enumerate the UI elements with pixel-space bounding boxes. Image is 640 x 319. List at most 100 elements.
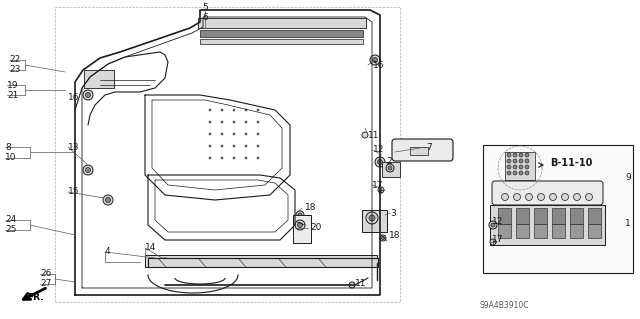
Bar [145,255,377,267]
Text: S9A4B3910C: S9A4B3910C [480,300,529,309]
Circle shape [525,194,532,201]
Text: 19: 19 [7,80,19,90]
Circle shape [83,90,93,100]
Circle shape [507,165,511,169]
Circle shape [380,235,386,241]
Bar [570,224,583,238]
Circle shape [245,133,247,135]
Bar [200,30,363,37]
Circle shape [257,145,259,147]
Text: B-11-10: B-11-10 [550,158,593,168]
Circle shape [378,187,384,193]
Circle shape [513,165,517,169]
Circle shape [550,194,557,201]
Text: 4: 4 [105,248,111,256]
Bar [534,224,547,238]
Circle shape [257,157,259,159]
Circle shape [525,153,529,157]
Text: 27: 27 [40,279,51,288]
Text: FR.: FR. [27,293,44,301]
Circle shape [209,157,211,159]
Text: 6: 6 [202,12,208,21]
Circle shape [221,157,223,159]
Bar [382,162,400,177]
Bar [498,224,511,238]
Bar [198,18,366,28]
Text: 20: 20 [310,224,321,233]
Circle shape [489,221,497,229]
Bar [516,208,529,224]
Circle shape [233,145,235,147]
Circle shape [298,213,302,217]
Circle shape [349,282,355,288]
Bar [490,205,605,245]
Circle shape [163,260,167,264]
Circle shape [525,165,529,169]
Text: 11: 11 [368,130,380,139]
Bar [55,7,400,302]
Circle shape [221,121,223,123]
Circle shape [513,159,517,163]
Circle shape [586,194,593,201]
Circle shape [298,222,303,227]
Circle shape [257,121,259,123]
FancyBboxPatch shape [392,139,453,161]
Circle shape [103,195,113,205]
Circle shape [86,93,90,98]
Bar [200,39,363,44]
Text: 21: 21 [7,91,19,100]
Bar [588,208,601,224]
Circle shape [245,145,247,147]
Circle shape [388,166,392,170]
Circle shape [573,194,580,201]
Circle shape [233,109,235,111]
Circle shape [507,153,511,157]
Circle shape [375,157,385,167]
Circle shape [519,159,523,163]
Circle shape [525,159,529,163]
Circle shape [513,171,517,175]
Text: 14: 14 [145,243,156,253]
Bar [534,208,547,224]
Bar [588,224,601,238]
Text: 22: 22 [9,56,20,64]
Bar [84,70,114,88]
Text: 8: 8 [5,143,11,152]
Bar [293,215,311,243]
FancyBboxPatch shape [492,181,603,205]
Circle shape [519,153,523,157]
Text: 15: 15 [68,188,79,197]
Circle shape [381,236,385,240]
Circle shape [106,197,111,203]
Circle shape [507,159,511,163]
Circle shape [513,153,517,157]
Circle shape [296,211,304,219]
Circle shape [257,133,259,135]
Circle shape [519,165,523,169]
Bar [516,224,529,238]
Circle shape [86,167,90,173]
Text: 13: 13 [68,143,79,152]
Circle shape [221,133,223,135]
Circle shape [209,109,211,111]
Text: 17: 17 [492,235,504,244]
Text: 12: 12 [492,218,504,226]
Bar [552,224,565,238]
Bar [498,208,511,224]
Circle shape [209,145,211,147]
Circle shape [245,121,247,123]
Bar [552,208,565,224]
Circle shape [257,109,259,111]
Circle shape [233,157,235,159]
Circle shape [378,160,383,165]
Text: 18: 18 [305,204,317,212]
Text: 16: 16 [373,61,385,70]
Circle shape [370,55,380,65]
Circle shape [525,171,529,175]
Text: 17: 17 [372,181,383,189]
Text: 2: 2 [386,158,392,167]
Text: 3: 3 [390,209,396,218]
Circle shape [386,164,394,172]
Text: 18: 18 [389,231,401,240]
Circle shape [369,215,375,221]
